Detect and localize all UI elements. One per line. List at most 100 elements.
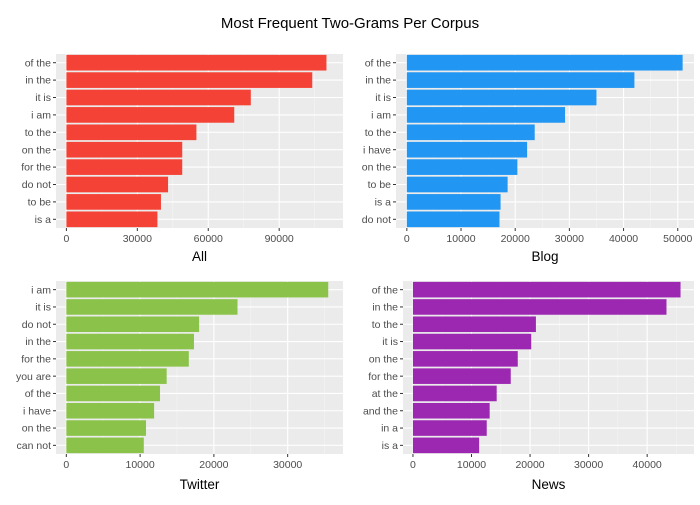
bar-to-be <box>66 194 161 210</box>
y-tick-label: of the <box>25 388 51 400</box>
x-tick-label: 10000 <box>457 459 486 471</box>
x-tick-label: 40000 <box>633 459 662 471</box>
y-tick-label: on the <box>22 144 51 156</box>
panel-news: of the in the to the it is on the for the at t… <box>363 281 694 492</box>
y-tick-label: i am <box>31 110 51 122</box>
panel-axis-title: Twitter <box>180 477 220 492</box>
y-tick-label: do not <box>362 214 391 226</box>
bar-to-be <box>406 176 508 193</box>
y-tick-label: on the <box>22 423 51 435</box>
bar-you-are <box>66 368 167 384</box>
x-tick-label: 60000 <box>194 233 223 245</box>
bar-in-the <box>412 299 667 315</box>
bar-of-the <box>412 281 681 298</box>
y-tick-label: for the <box>21 353 51 365</box>
bar-of-the <box>66 385 161 402</box>
panel-twitter: i am it is do not in the for the you are of th… <box>16 281 343 492</box>
x-tick-label: 20000 <box>501 233 530 245</box>
x-tick-label: 90000 <box>265 233 294 245</box>
bar-in-the <box>66 72 313 88</box>
y-tick-label: to the <box>365 127 391 139</box>
bar-it-is <box>66 89 251 106</box>
y-tick-label: it is <box>35 302 51 314</box>
x-tick-label: 0 <box>410 459 416 471</box>
y-tick-label: to the <box>25 127 51 139</box>
bar-for-the <box>66 351 189 367</box>
y-tick-label: you are <box>16 371 51 383</box>
x-tick-label: 0 <box>63 233 69 245</box>
x-tick-label: 30000 <box>273 459 302 471</box>
x-tick-label: 20000 <box>199 459 228 471</box>
y-tick-label: do not <box>22 319 51 331</box>
bar-on-the <box>66 141 183 158</box>
x-tick-label: 0 <box>63 459 69 471</box>
x-tick-label: 10000 <box>126 459 155 471</box>
x-tick-label: 30000 <box>574 459 603 471</box>
bar-to-the <box>406 124 535 141</box>
bar-of-the <box>406 54 683 71</box>
bar-it-is <box>66 299 238 315</box>
y-tick-label: i have <box>23 405 51 417</box>
y-tick-label: for the <box>368 371 398 383</box>
bar-is-a <box>406 194 501 210</box>
x-tick-label: 0 <box>404 233 410 245</box>
bar-in-the <box>406 72 635 88</box>
y-tick-label: of the <box>25 57 51 69</box>
x-tick-label: 30000 <box>555 233 584 245</box>
y-tick-label: to be <box>28 197 52 209</box>
y-tick-label: do not <box>22 179 51 191</box>
panel-all: of the in the it is i am to the on the for the… <box>21 54 343 264</box>
x-tick-label: 10000 <box>446 233 475 245</box>
bar-is-a <box>412 437 480 454</box>
bar-for-the <box>66 159 183 175</box>
y-tick-label: is a <box>382 440 399 452</box>
y-tick-label: i have <box>363 144 391 156</box>
chart-title: Most Frequent Two-Grams Per Corpus <box>221 15 479 32</box>
bar-on-the <box>66 420 147 436</box>
bar-i-have <box>66 402 155 419</box>
bar-do-not <box>406 211 500 228</box>
bar-do-not <box>66 176 169 193</box>
panel-axis-title: All <box>192 249 207 264</box>
bar-do-not <box>66 316 200 333</box>
y-tick-label: to the <box>372 319 398 331</box>
bar-i-am <box>406 107 566 123</box>
x-tick-label: 20000 <box>515 459 544 471</box>
x-tick-label: 30000 <box>123 233 152 245</box>
y-tick-label: is a <box>35 214 52 226</box>
x-tick-label: 40000 <box>609 233 638 245</box>
bar-is-a <box>66 211 158 228</box>
y-tick-label: can not <box>17 440 52 452</box>
y-tick-label: it is <box>375 92 391 104</box>
bar-of-the <box>66 54 327 71</box>
y-tick-label: i am <box>31 284 51 296</box>
panel-axis-title: News <box>532 477 566 492</box>
y-tick-label: and the <box>363 405 398 417</box>
y-tick-label: it is <box>35 92 51 104</box>
bar-for-the <box>412 368 511 384</box>
y-tick-label: of the <box>365 57 391 69</box>
bar-can-not <box>66 437 144 454</box>
bar-i-am <box>66 107 235 123</box>
y-tick-label: it is <box>382 336 398 348</box>
y-tick-label: in a <box>381 423 398 435</box>
y-tick-label: i am <box>371 110 391 122</box>
bar-and-the <box>412 402 490 419</box>
x-tick-label: 50000 <box>663 233 692 245</box>
y-tick-label: is a <box>375 197 392 209</box>
bar-to-the <box>412 316 536 333</box>
y-tick-label: for the <box>21 162 51 174</box>
bar-it-is <box>406 89 597 106</box>
bar-in-a <box>412 420 487 436</box>
panel-axis-title: Blog <box>531 249 558 264</box>
bar-at-the <box>412 385 497 402</box>
y-tick-label: in the <box>372 302 398 314</box>
bar-on-the <box>412 351 518 367</box>
bar-it-is <box>412 333 532 350</box>
y-tick-label: of the <box>372 284 398 296</box>
bar-on-the <box>406 159 518 175</box>
bar-i-am <box>66 281 329 298</box>
y-tick-label: in the <box>25 75 51 87</box>
